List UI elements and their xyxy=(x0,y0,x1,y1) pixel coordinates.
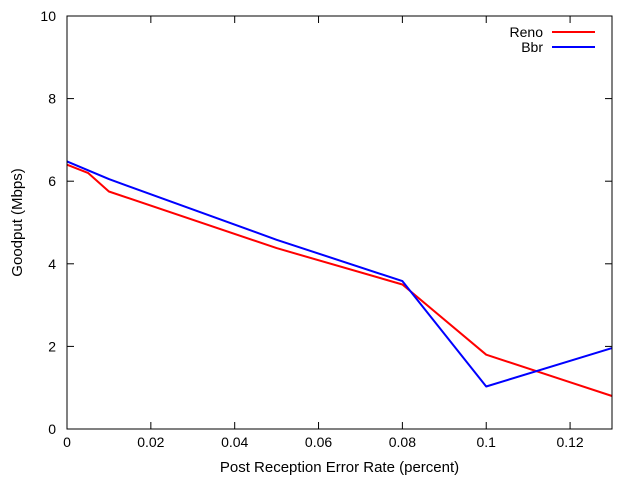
series-line-reno xyxy=(66,163,613,397)
plot-area xyxy=(66,160,613,397)
x-axis-label: Post Reception Error Rate (percent) xyxy=(220,459,459,476)
x-tick-label: 0.04 xyxy=(221,434,248,450)
x-tick-label: 0.06 xyxy=(305,434,332,450)
plot-frame xyxy=(66,15,613,430)
series-line-bbr xyxy=(66,160,613,388)
x-tick-label: 0 xyxy=(63,434,71,450)
y-tick-label: 10 xyxy=(40,8,56,24)
y-tick-label: 0 xyxy=(48,421,56,437)
axis-tick-labels: 0 0.02 0.04 0.06 0.08 0.1 0.12 0 2 4 6 8 10 xyxy=(40,8,583,450)
legend-label-bbr: Bbr xyxy=(521,39,543,55)
legend-label-reno: Reno xyxy=(510,24,544,40)
axis-ticks xyxy=(66,15,612,430)
y-axis-label: Goodput (Mbps) xyxy=(9,168,26,276)
y-tick-label: 6 xyxy=(48,173,56,189)
x-tick-label: 0.1 xyxy=(476,434,496,450)
x-tick-label: 0.08 xyxy=(389,434,416,450)
y-tick-label: 8 xyxy=(48,91,56,107)
x-tick-label: 0.02 xyxy=(137,434,164,450)
y-tick-label: 4 xyxy=(48,256,56,272)
x-tick-label: 0.12 xyxy=(556,434,583,450)
y-tick-label: 2 xyxy=(48,338,56,354)
